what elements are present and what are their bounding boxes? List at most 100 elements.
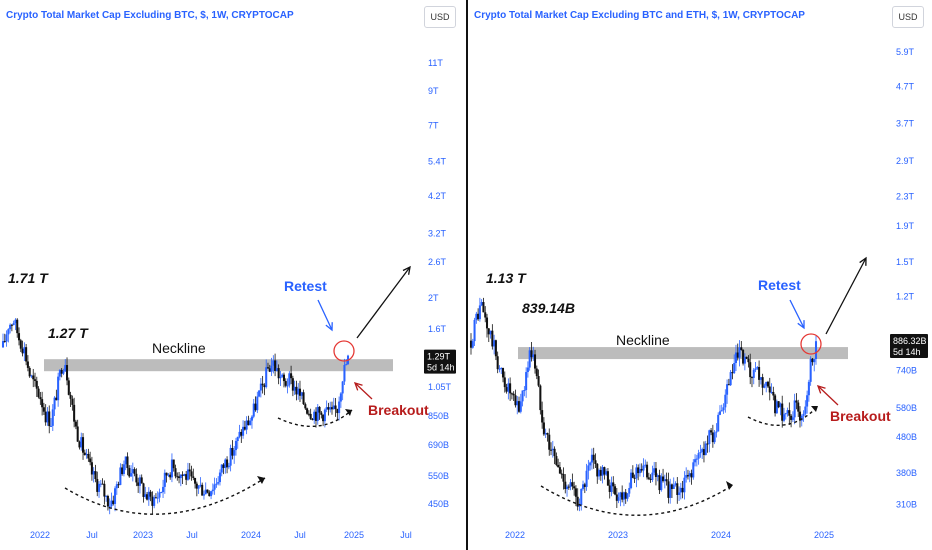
- candle-body: [202, 494, 205, 496]
- y-tick-label: 3.2T: [428, 228, 447, 238]
- candle-body: [525, 372, 528, 391]
- candle-body: [103, 483, 106, 497]
- handle-arc: [277, 409, 353, 428]
- candle-body: [53, 397, 56, 410]
- candle-body: [58, 369, 61, 377]
- y-tick-label: 5.4T: [428, 156, 447, 166]
- candle-body: [314, 411, 318, 421]
- candle-body: [174, 468, 177, 477]
- candle-body: [708, 430, 711, 445]
- candle-body: [133, 469, 136, 474]
- x-tick-label: 2022: [30, 530, 50, 540]
- candle-body: [726, 384, 729, 395]
- candle-body: [775, 401, 778, 414]
- candle-body: [313, 411, 316, 421]
- candle-body: [596, 463, 599, 477]
- candle-body: [663, 479, 666, 482]
- candle-body: [649, 478, 652, 480]
- retest-arrow: [789, 299, 805, 329]
- candle-body: [243, 426, 246, 430]
- candle-body: [766, 381, 770, 387]
- candle-body: [154, 497, 157, 499]
- candle-body: [605, 471, 608, 475]
- projection-arrow: [825, 257, 867, 335]
- retest-arrow-head: [325, 322, 333, 332]
- candle-body: [562, 473, 565, 482]
- candle-body: [528, 350, 531, 368]
- breakout-arrow-head: [816, 384, 826, 394]
- candle-body: [802, 413, 805, 416]
- candle-body: [768, 386, 771, 393]
- candle-body: [806, 395, 809, 407]
- candle-body: [509, 383, 512, 394]
- candle-body: [14, 319, 17, 324]
- candle-body: [108, 506, 111, 508]
- neckline-label: Neckline: [152, 340, 206, 356]
- candle-body: [571, 482, 574, 487]
- candle-body: [541, 410, 544, 423]
- candle-body: [30, 375, 33, 377]
- candle-body: [90, 462, 93, 475]
- candle-body: [523, 390, 526, 392]
- candle-body: [110, 500, 113, 507]
- candle-body: [638, 468, 641, 474]
- candle-body: [330, 407, 334, 410]
- candle-body: [560, 473, 563, 475]
- candle-body: [727, 384, 730, 386]
- candle-body: [186, 469, 189, 480]
- candle-body: [701, 449, 704, 453]
- candle-body: [665, 479, 668, 482]
- candle-body: [32, 375, 35, 380]
- currency-button-left[interactable]: USD: [424, 6, 456, 28]
- candle-body: [550, 449, 553, 451]
- candle-body: [697, 453, 700, 459]
- candle-body: [190, 471, 193, 477]
- candle-body: [167, 474, 170, 476]
- candle-body: [286, 385, 289, 387]
- candle-body: [169, 474, 172, 478]
- candle-body: [582, 484, 585, 489]
- handle-arc: [747, 405, 819, 427]
- candle-body: [494, 340, 497, 357]
- candle-body: [485, 317, 489, 329]
- candle-body: [94, 471, 97, 480]
- candle-body: [17, 333, 21, 341]
- retest-arrow-head: [797, 320, 805, 330]
- candle-body: [96, 479, 99, 492]
- y-tick-label: 4.2T: [428, 191, 447, 201]
- candle-body: [73, 404, 76, 422]
- candle-body: [78, 441, 81, 448]
- currency-button-right[interactable]: USD: [892, 6, 924, 28]
- candle-body: [247, 420, 250, 426]
- candle-body: [745, 356, 748, 359]
- y-tick-label: 740B: [896, 366, 917, 376]
- candle-body: [578, 504, 581, 507]
- candle-body: [254, 403, 257, 411]
- candle-body: [660, 476, 663, 491]
- x-tick-label: Jul: [400, 530, 412, 540]
- candle-body: [258, 390, 261, 397]
- y-tick-label: 9T: [428, 86, 439, 96]
- candle-body: [651, 472, 654, 480]
- candle-body: [277, 368, 280, 379]
- candle-body: [117, 484, 120, 486]
- candle-body: [64, 365, 67, 372]
- candle-body: [715, 431, 718, 433]
- candle-body: [587, 465, 590, 471]
- chart-canvas-left: 11T 9T 7T 5.4T 4.2T 3.2T 2.6T 2T 1.6T 1.05T 850B 69…: [1, 58, 456, 540]
- candle-body: [188, 469, 191, 472]
- candle-body: [215, 483, 218, 485]
- candle-body: [217, 482, 220, 484]
- candle-body: [654, 468, 657, 477]
- candle-body: [201, 484, 204, 496]
- candle-body: [756, 367, 759, 369]
- candle-body: [165, 472, 168, 476]
- candle-body: [151, 496, 154, 506]
- candle-body: [224, 459, 227, 468]
- candle-body: [683, 477, 686, 493]
- candle-body: [546, 433, 549, 435]
- x-tick-label: 2025: [344, 530, 364, 540]
- candle-body: [268, 368, 271, 372]
- candle-body: [259, 383, 262, 391]
- neckline-label: Neckline: [616, 332, 670, 348]
